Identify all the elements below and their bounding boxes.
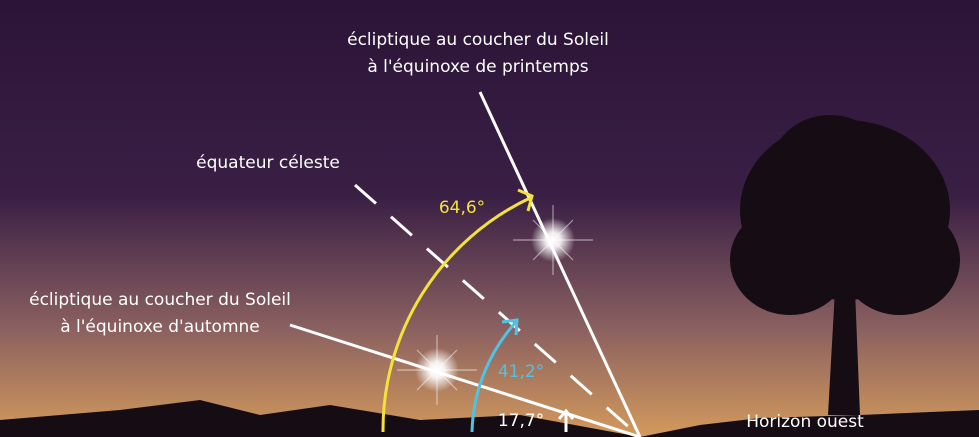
angle-label: 17,7° xyxy=(498,411,544,431)
autumn-ecliptic xyxy=(289,323,641,437)
arc-spring xyxy=(381,196,531,433)
arc-equator xyxy=(470,320,518,433)
tree xyxy=(730,115,960,415)
label: à l'équinoxe de printemps xyxy=(367,57,588,77)
label: à l'équinoxe d'automne xyxy=(60,317,260,337)
horizon-label: Horizon ouest xyxy=(746,412,864,432)
arrow-autumn xyxy=(557,408,575,432)
spring-ecliptic xyxy=(478,91,642,437)
label: écliptique au coucher du Soleil xyxy=(29,290,291,310)
angle-label: 41,2° xyxy=(498,362,544,382)
arrow-equator xyxy=(501,318,519,336)
celestial-equator xyxy=(354,183,641,437)
ground xyxy=(0,400,979,437)
label: écliptique au coucher du Soleil xyxy=(347,30,609,50)
angle-label: 64,6° xyxy=(439,198,485,218)
label: équateur céleste xyxy=(196,153,340,173)
sun-spring xyxy=(513,205,593,275)
sun-autumn xyxy=(397,335,477,405)
arrow-spring xyxy=(517,188,534,212)
